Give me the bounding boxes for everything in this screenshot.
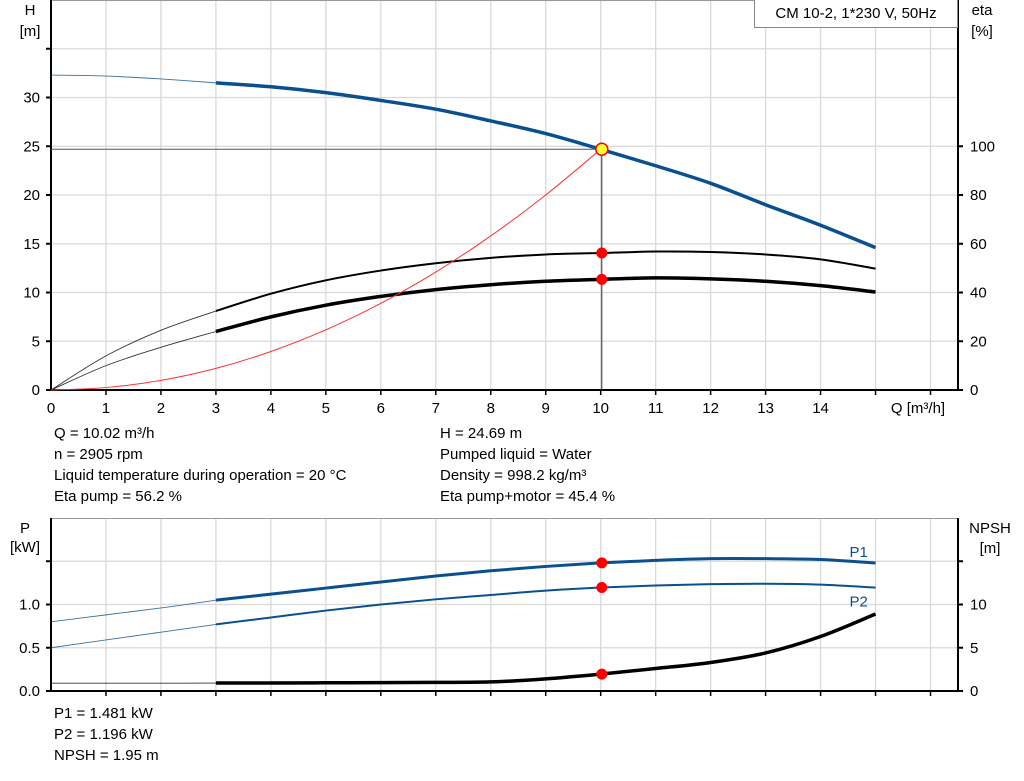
bottom-y2label-name: NPSH — [969, 520, 1011, 537]
bottom-y2label-unit: [m] — [980, 540, 1001, 557]
result-p1: P1 = 1.481 kW — [54, 705, 153, 722]
x-tick-label: 1 — [102, 400, 110, 417]
bottom-ylabel-name: P — [20, 520, 30, 537]
x-tick-label: 8 — [487, 400, 495, 417]
result-density: Density = 998.2 kg/m³ — [440, 467, 587, 484]
x-tick-label: 9 — [542, 400, 550, 417]
result-p2: P2 = 1.196 kW — [54, 726, 153, 743]
x-axis-label: Q [m³/h] — [891, 400, 945, 417]
pump-title-box: CM 10-2, 1*230 V, 50Hz — [754, 0, 958, 28]
top-ylabel-name: H — [25, 2, 36, 19]
top-y2-tick-label: 0 — [970, 382, 978, 399]
x-tick-label: 4 — [267, 400, 275, 417]
top-y2-tick-label: 40 — [970, 285, 987, 302]
bottom-y2-tick-label: 0 — [970, 683, 978, 700]
p1-series-label: P1 — [850, 544, 868, 561]
top-ylabel-unit: [m] — [20, 23, 41, 40]
p2-series-label: P2 — [850, 594, 868, 611]
eta-pump-motor-curve — [215, 276, 876, 334]
x-tick-label: 11 — [648, 400, 664, 417]
x-tick-label: 5 — [322, 400, 330, 417]
bottom-y-tick-label: 1.0 — [19, 597, 40, 614]
bottom-y-tick-label: 0.0 — [19, 683, 40, 700]
system-curve — [50, 148, 602, 391]
top-y-tick-label: 30 — [23, 90, 40, 107]
result-eta-pump-motor: Eta pump+motor = 45.4 % — [440, 488, 616, 505]
x-tick-label: 3 — [212, 400, 220, 417]
npsh-curve — [215, 612, 877, 685]
result-eta-pump: Eta pump = 56.2 % — [54, 488, 182, 505]
result-liquid-temp: Liquid temperature during operation = 20… — [54, 467, 347, 484]
p2-operating-marker — [596, 582, 608, 594]
p2-curve-extrapolated — [50, 623, 216, 649]
x-tick-label: 7 — [432, 400, 440, 417]
top-y2-tick-label: 20 — [970, 333, 987, 350]
top-y2label-name: eta — [972, 2, 994, 19]
x-tick-label: 6 — [377, 400, 385, 417]
top-y2-tick-label: 60 — [970, 236, 987, 253]
eta-pump-curve-extrapolated — [50, 310, 217, 391]
result-h: H = 24.69 m — [440, 425, 523, 442]
eta-pump-operating-marker — [596, 247, 608, 259]
eta-pump-motor-curve-extrapolated — [50, 331, 217, 391]
eta-pump-motor-operating-marker — [596, 273, 608, 285]
p1-curve — [215, 556, 876, 602]
x-tick-label: 2 — [157, 400, 165, 417]
top-y2label-unit: [%] — [971, 23, 993, 40]
operating-point-marker — [595, 142, 609, 157]
chart-title: CM 10-2, 1*230 V, 50Hz — [775, 5, 937, 22]
result-speed: n = 2905 rpm — [54, 446, 143, 463]
x-tick-label: 12 — [702, 400, 719, 417]
p1-curve-extrapolated — [50, 599, 216, 623]
result-npsh: NPSH = 1.95 m — [54, 747, 159, 764]
x-tick-label: 14 — [812, 400, 829, 417]
x-tick-label: 13 — [757, 400, 774, 417]
bottom-ylabel-unit: [kW] — [10, 539, 40, 556]
h-curve-extrapolated — [50, 74, 216, 84]
h-curve — [215, 81, 877, 250]
p1-operating-marker — [596, 557, 608, 569]
top-y2-tick-label: 100 — [970, 138, 995, 155]
top-y-tick-label: 25 — [23, 138, 40, 155]
top-y-tick-label: 5 — [32, 333, 40, 350]
result-q: Q = 10.02 m³/h — [54, 425, 155, 442]
top-y2-tick-label: 80 — [970, 187, 987, 204]
npsh-operating-marker — [596, 668, 608, 680]
x-tick-label: 0 — [47, 400, 55, 417]
top-y-tick-label: 0 — [32, 382, 40, 399]
bottom-y2-tick-label: 10 — [970, 597, 987, 614]
top-y-tick-label: 15 — [23, 236, 40, 253]
result-pumped-liquid: Pumped liquid = Water — [440, 446, 592, 463]
top-y-tick-label: 10 — [23, 285, 40, 302]
x-tick-label: 10 — [592, 400, 609, 417]
bottom-y-tick-label: 0.5 — [19, 640, 40, 657]
eta-pump-curve — [215, 250, 876, 312]
p2-curve — [215, 582, 876, 626]
bottom-y2-tick-label: 5 — [970, 640, 978, 657]
top-y-tick-label: 20 — [23, 187, 40, 204]
